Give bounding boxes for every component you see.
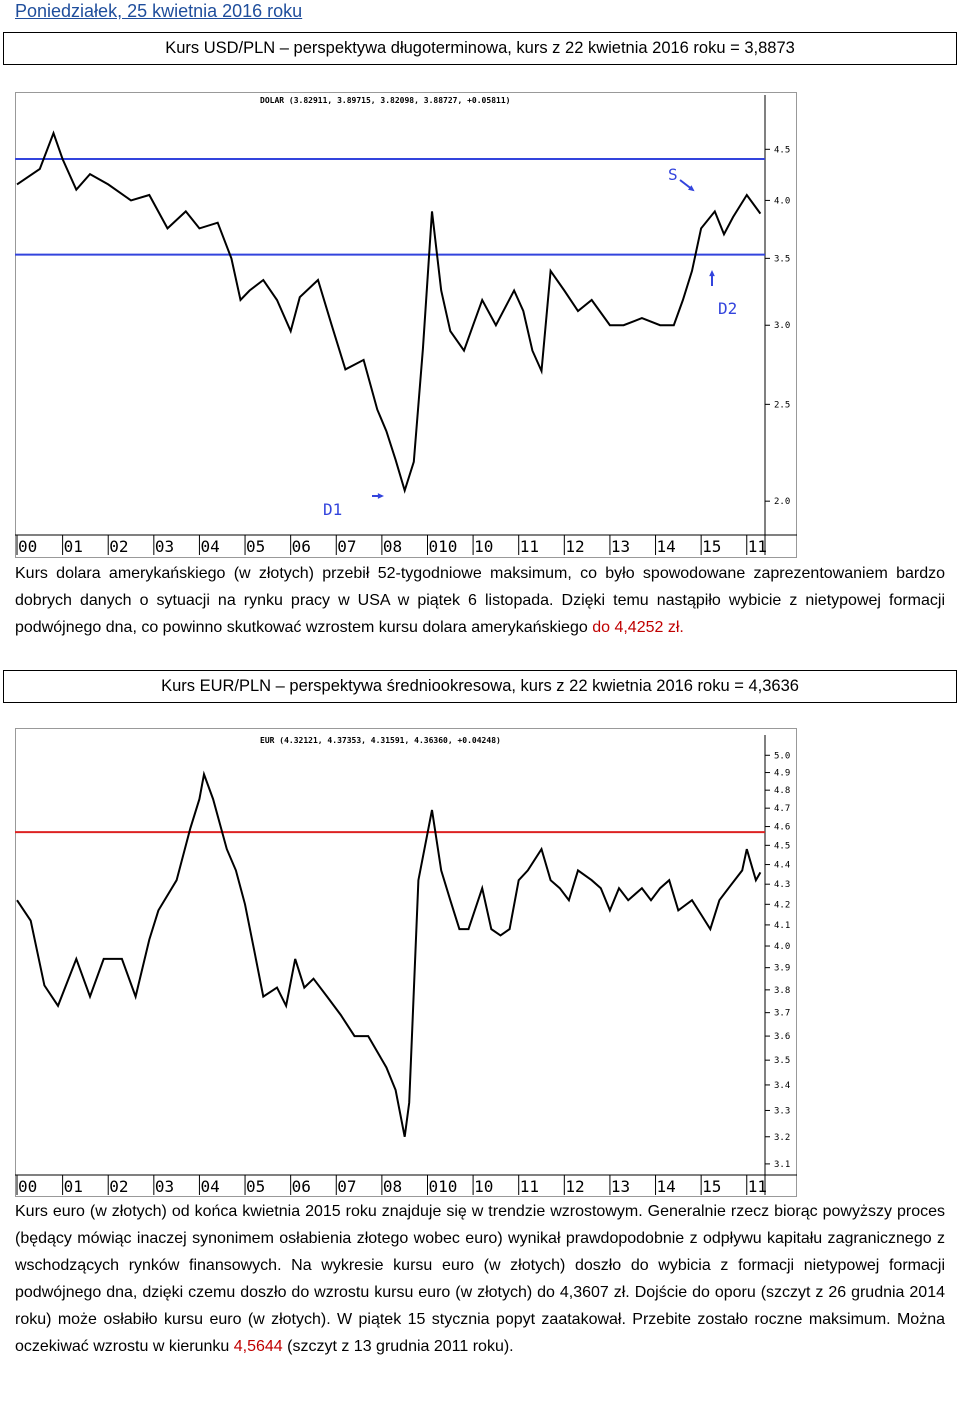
x-tick-label: 11 [748, 537, 767, 556]
y-tick-label: 4.1 [774, 921, 790, 931]
text-run: (szczyt z 13 grudnia 2011 roku). [282, 1338, 514, 1355]
x-tick-label: 12 [565, 537, 584, 556]
y-tick-label: 3.7 [774, 1009, 790, 1019]
x-tick-label: 12 [565, 1177, 584, 1196]
y-tick-label: 4.6 [774, 823, 790, 833]
x-tick-label: 13 [611, 537, 630, 556]
y-tick-label: 3.6 [774, 1032, 790, 1042]
x-tick-label: 08 [383, 1177, 402, 1196]
eur-chart: EUR (4.32121, 4.37353, 4.31591, 4.36360,… [15, 728, 797, 1197]
paragraph: Kurs euro (w złotych) od końca kwietnia … [15, 1198, 945, 1360]
y-tick-label: 4.3 [774, 880, 790, 890]
x-tick-label: 10 [474, 1177, 493, 1196]
arrow-head [688, 185, 695, 192]
annotation: D1 [323, 500, 342, 519]
x-tick-label: 02 [109, 537, 128, 556]
x-tick-label: 010 [428, 1177, 457, 1196]
text-run: 4,5644 [233, 1338, 283, 1355]
section-heading: Kurs EUR/PLN – perspektywa średniookreso… [3, 670, 957, 703]
usd-chart: DOLAR (3.82911, 3.89715, 3.82098, 3.8872… [15, 92, 797, 558]
x-tick-label: 00 [18, 1177, 37, 1196]
x-tick-label: 07 [337, 537, 356, 556]
arrow-head [377, 493, 384, 499]
x-tick-label: 05 [246, 537, 265, 556]
y-tick-label: 5.0 [774, 751, 790, 761]
x-tick-label: 11 [748, 1177, 767, 1196]
x-tick-label: 14 [657, 537, 676, 556]
y-tick-label: 3.3 [774, 1106, 790, 1116]
annotation: S [668, 165, 678, 184]
arrow-head [709, 270, 715, 277]
y-tick-label: 3.4 [774, 1081, 790, 1091]
section-heading: Kurs USD/PLN – perspektywa długoterminow… [3, 32, 957, 65]
y-tick-label: 4.2 [774, 900, 790, 910]
y-tick-label: 4.4 [774, 861, 790, 871]
x-tick-label: 15 [702, 537, 721, 556]
y-tick-label: 4.8 [774, 786, 790, 796]
x-tick-label: 14 [657, 1177, 676, 1196]
text-run: do 4,4252 zł. [592, 619, 684, 636]
x-tick-label: 010 [428, 537, 457, 556]
y-tick-label: 4.5 [774, 841, 790, 851]
text-run: Kurs dolara amerykańskiego (w złotych) p… [15, 565, 945, 636]
y-tick-label: 4.9 [774, 769, 790, 779]
x-tick-label: 08 [383, 537, 402, 556]
chart-legend: EUR (4.32121, 4.37353, 4.31591, 4.36360,… [260, 736, 501, 745]
paragraph: Kurs dolara amerykańskiego (w złotych) p… [15, 560, 945, 641]
annotation: D2 [718, 299, 737, 318]
x-tick-label: 00 [18, 537, 37, 556]
price-line [16, 770, 762, 1137]
chart-frame [15, 728, 797, 1197]
y-tick-label: 4.5 [774, 145, 790, 155]
x-tick-label: 03 [155, 537, 174, 556]
y-tick-label: 2.0 [774, 497, 790, 507]
x-tick-label: 03 [155, 1177, 174, 1196]
x-tick-label: 15 [702, 1177, 721, 1196]
chart-legend: DOLAR (3.82911, 3.89715, 3.82098, 3.8872… [260, 96, 510, 105]
y-tick-label: 4.0 [774, 942, 790, 952]
x-tick-label: 11 [520, 537, 539, 556]
price-line [16, 130, 762, 494]
date: Poniedziałek, 25 kwietnia 2016 roku [15, 1, 303, 21]
x-tick-label: 05 [246, 1177, 265, 1196]
x-tick-label: 01 [64, 1177, 83, 1196]
x-tick-label: 04 [200, 537, 219, 556]
y-tick-label: 4.0 [774, 196, 790, 206]
x-tick-label: 07 [337, 1177, 356, 1196]
x-tick-label: 02 [109, 1177, 128, 1196]
y-tick-label: 3.0 [774, 321, 790, 331]
y-tick-label: 3.5 [774, 1056, 790, 1066]
x-tick-label: 10 [474, 537, 493, 556]
x-tick-label: 11 [520, 1177, 539, 1196]
x-tick-label: 04 [200, 1177, 219, 1196]
x-tick-label: 01 [64, 537, 83, 556]
y-tick-label: 3.1 [774, 1160, 790, 1170]
y-tick-label: 2.5 [774, 400, 790, 410]
y-tick-label: 3.9 [774, 964, 790, 974]
x-tick-label: 06 [292, 537, 311, 556]
text-run: Kurs euro (w złotych) od końca kwietnia … [15, 1203, 945, 1355]
x-tick-label: 13 [611, 1177, 630, 1196]
y-tick-label: 4.7 [774, 804, 790, 814]
x-tick-label: 06 [292, 1177, 311, 1196]
y-tick-label: 3.8 [774, 986, 790, 996]
y-tick-label: 3.5 [774, 254, 790, 264]
y-tick-label: 3.2 [774, 1133, 790, 1143]
